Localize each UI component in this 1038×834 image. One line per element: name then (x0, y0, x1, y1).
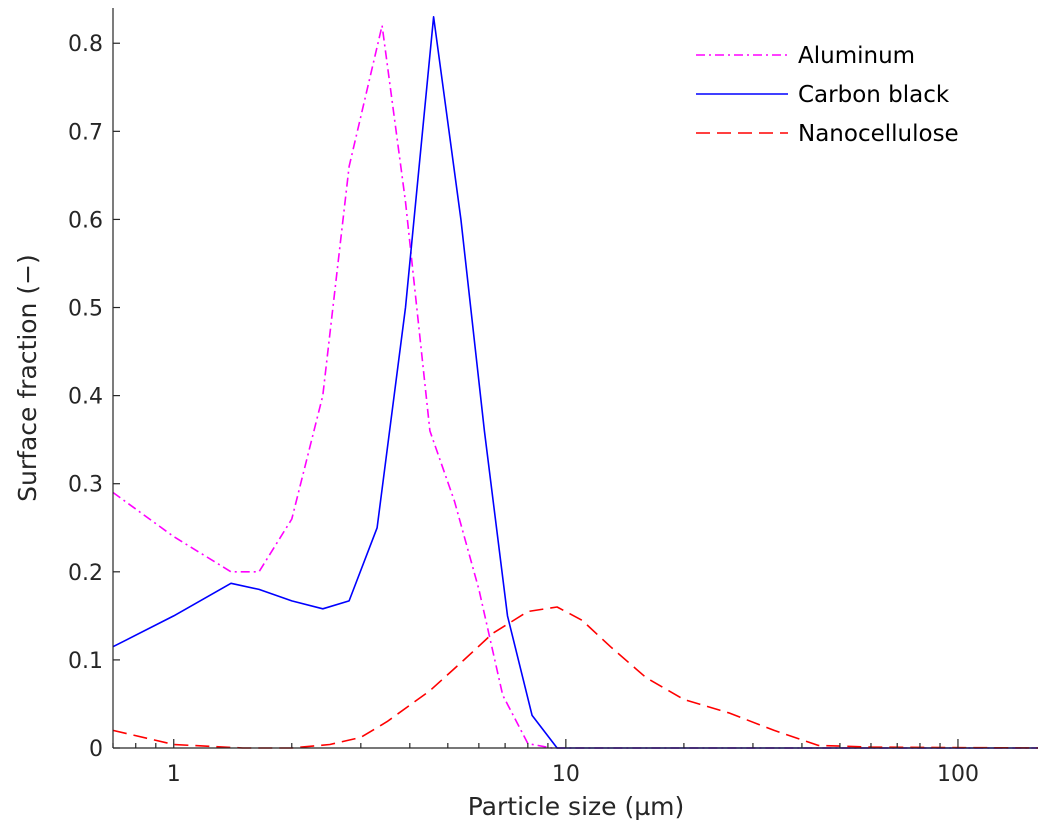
x-axis-title: Particle size (µm) (468, 792, 685, 821)
y-tick-label: 0.5 (68, 297, 103, 322)
x-tick-label: 1 (167, 762, 181, 787)
series-line-nanocellulose (112, 606, 1038, 749)
series-line-aluminum (112, 24, 1038, 749)
y-tick-label: 0.6 (68, 208, 103, 233)
tick-layer: 0 0.1 0.2 0.3 0.4 0.5 0.6 0.7 0.8 1 10 100 (68, 32, 979, 787)
y-tick-label: 0.2 (68, 561, 103, 586)
y-axis-title: Surface fraction (−) (13, 254, 42, 502)
y-tick-label: 0.8 (68, 32, 103, 57)
y-tick-label: 0.3 (68, 473, 103, 498)
x-tick-label: 100 (937, 762, 979, 787)
y-tick-label: 0.4 (68, 385, 103, 410)
y-tick-label: 0.7 (68, 120, 103, 145)
x-tick-label: 10 (552, 762, 580, 787)
legend-label: Nanocellulose (798, 121, 959, 147)
legend-label: Carbon black (798, 82, 950, 108)
legend-label: Aluminum (798, 43, 915, 69)
y-tick-label: 0.1 (68, 649, 103, 674)
plot-axes (112, 8, 1038, 749)
y-tick-label: 0 (89, 737, 103, 762)
legend: Aluminum Carbon black Nanocellulose (696, 43, 959, 147)
